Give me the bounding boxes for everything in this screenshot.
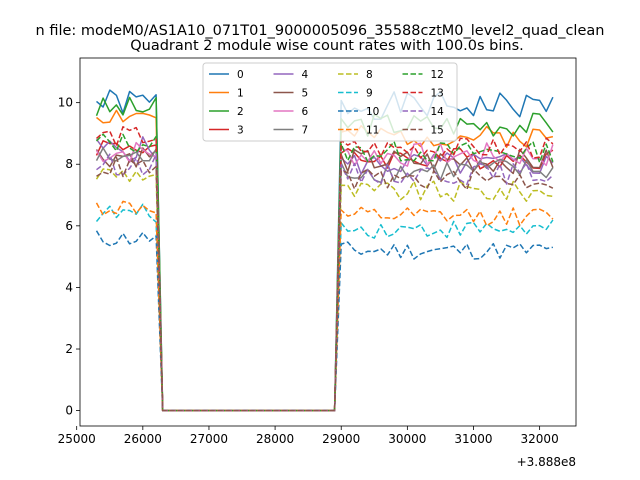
series-line-1 xyxy=(96,109,554,412)
legend-label-1: 1 xyxy=(237,88,244,100)
legend-label-3: 3 xyxy=(237,125,244,137)
legend-box xyxy=(202,62,458,142)
legend-label-13: 13 xyxy=(431,88,444,100)
legend-label-7: 7 xyxy=(302,125,309,137)
y-tick-label: 0 xyxy=(65,404,73,418)
y-tick-label: 4 xyxy=(65,280,73,294)
x-tick-label: 27000 xyxy=(190,432,228,446)
legend-label-9: 9 xyxy=(366,88,373,100)
legend-label-15: 15 xyxy=(431,125,444,137)
x-tick-label: 32000 xyxy=(521,432,559,446)
legend-label-11: 11 xyxy=(366,125,379,137)
series-line-12 xyxy=(95,133,554,412)
x-tick-label: 30000 xyxy=(388,432,426,446)
figure-suptitle: n file: modeM0/AS1A10_071T01_9000005096_… xyxy=(36,23,605,39)
axis-ticks: 25000 26000 27000 28000 29000 30000 31000 32000… xyxy=(58,96,559,446)
x-tick-label: 25000 xyxy=(58,432,96,446)
series-line-10 xyxy=(95,230,554,412)
series-line-8 xyxy=(95,168,553,412)
legend-label-6: 6 xyxy=(302,106,309,118)
legend-label-2: 2 xyxy=(237,106,244,118)
x-tick-label: 29000 xyxy=(322,432,360,446)
y-tick-label: 10 xyxy=(58,96,73,110)
series-line-6 xyxy=(95,141,554,412)
legend-label-8: 8 xyxy=(366,69,373,81)
y-tick-label: 8 xyxy=(65,157,73,171)
series-line-7 xyxy=(95,147,554,412)
chart-title: Quadrant 2 module wise count rates with … xyxy=(130,38,524,54)
legend-label-0: 0 xyxy=(237,69,244,81)
legend-label-4: 4 xyxy=(302,69,309,81)
legend-label-12: 12 xyxy=(431,69,444,81)
legend-label-14: 14 xyxy=(431,106,445,118)
legend-label-5: 5 xyxy=(302,88,309,100)
x-tick-label: 31000 xyxy=(454,432,492,446)
x-offset-text: +3.888e8 xyxy=(517,455,576,469)
series-line-15 xyxy=(96,156,554,412)
x-tick-label: 26000 xyxy=(124,432,162,446)
legend-label-10: 10 xyxy=(366,106,379,118)
series-line-11 xyxy=(95,200,554,412)
x-tick-label: 28000 xyxy=(256,432,294,446)
series-line-14 xyxy=(96,153,554,412)
plot-frame xyxy=(79,57,577,427)
y-tick-label: 2 xyxy=(65,342,73,356)
series-line-9 xyxy=(95,203,554,412)
series-line-13 xyxy=(96,126,554,412)
y-tick-label: 6 xyxy=(65,219,73,233)
